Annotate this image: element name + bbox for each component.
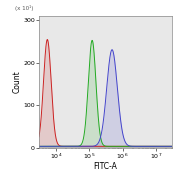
Y-axis label: Count: Count — [13, 71, 22, 93]
Text: (x 10¹): (x 10¹) — [15, 5, 33, 11]
X-axis label: FITC-A: FITC-A — [93, 163, 117, 172]
